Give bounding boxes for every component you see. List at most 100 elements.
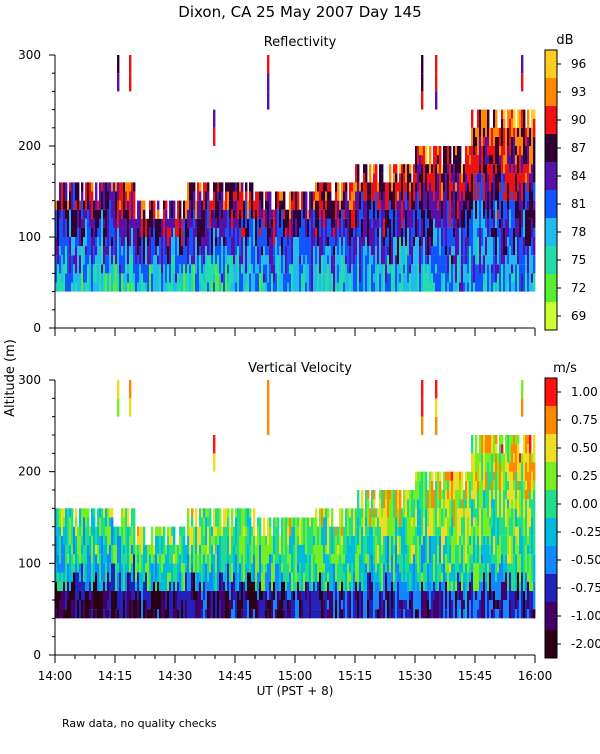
data-cell [513,590,516,610]
data-cell [259,200,262,219]
data-cell [521,173,524,201]
data-cell [225,182,228,192]
data-cell [485,227,488,237]
data-cell [289,218,292,237]
data-cell [195,200,198,219]
data-cell [403,218,406,237]
data-cell [413,237,416,247]
data-cell [353,227,356,237]
data-cell [511,282,514,292]
data-cell [523,264,526,292]
data-cell [61,227,64,256]
data-cell [199,191,202,201]
data-cell [517,227,520,256]
data-cell [325,182,328,192]
data-cell [279,273,282,292]
data-cell [131,545,134,555]
data-cell [485,490,488,509]
data-cell [429,535,432,564]
data-cell [155,218,158,247]
data-cell [335,255,338,283]
data-cell [305,517,308,527]
data-cell [247,545,250,573]
data-cell [209,227,212,256]
data-cell [397,490,400,509]
data-cell [205,264,208,292]
data-cell [117,590,120,610]
data-cell [105,246,108,256]
data-cell [467,554,470,573]
data-cell [529,435,532,454]
data-cell [415,191,418,210]
data-cell [397,508,400,527]
data-cell [233,600,236,619]
data-cell [473,590,476,619]
data-cell [95,572,98,600]
data-cell [469,554,472,573]
data-cell [505,127,508,146]
data-cell [185,273,188,292]
data-cell [505,191,508,201]
data-cell [209,600,212,619]
data-cell [433,191,436,201]
data-cell [99,182,102,210]
data-cell [103,227,106,247]
data-cell [293,209,296,237]
data-cell [121,526,124,545]
data-cell [401,581,404,600]
data-cell [279,246,282,274]
data-cell [499,462,502,490]
data-cell [361,535,364,545]
data-cell [403,517,406,545]
data-cell [465,282,468,292]
data-cell [113,545,116,564]
data-cell [473,282,476,292]
data-cell [345,182,348,192]
data-cell [157,554,160,564]
data-cell [269,227,272,237]
data-cell [449,282,452,292]
data-cell [125,264,128,274]
data-cell [127,282,130,292]
data-cell [277,517,280,545]
data-cell [471,453,474,472]
data-cell [475,590,478,600]
data-cell [263,535,266,564]
data-cell [157,581,160,610]
data-cell [493,146,496,165]
data-cell [503,600,506,619]
data-cell [385,490,388,500]
data-cell [313,273,316,292]
data-cell [495,255,498,265]
data-cell [355,227,358,247]
data-cell [281,237,284,256]
data-cell [125,554,128,564]
data-cell [463,581,466,600]
data-cell [491,545,494,555]
data-cell [395,182,398,210]
data-cell [391,237,394,265]
data-cell [435,563,438,591]
data-cell [493,173,496,201]
data-cell [527,218,530,247]
data-cell [127,237,130,247]
data-cell [269,264,272,274]
data-cell [467,471,470,481]
data-cell [497,127,500,137]
data-cell [279,200,282,228]
data-cell [125,237,128,265]
data-cell [123,508,126,518]
data-cell [509,118,512,146]
data-cell [511,499,514,509]
data-cell [391,264,394,292]
data-cell [367,499,370,527]
data-cell [453,255,456,265]
data-cell [497,209,500,219]
data-cell [83,554,86,582]
data-cell [461,164,464,174]
data-cell [493,282,496,292]
data-cell [189,554,192,573]
data-cell [205,182,208,192]
